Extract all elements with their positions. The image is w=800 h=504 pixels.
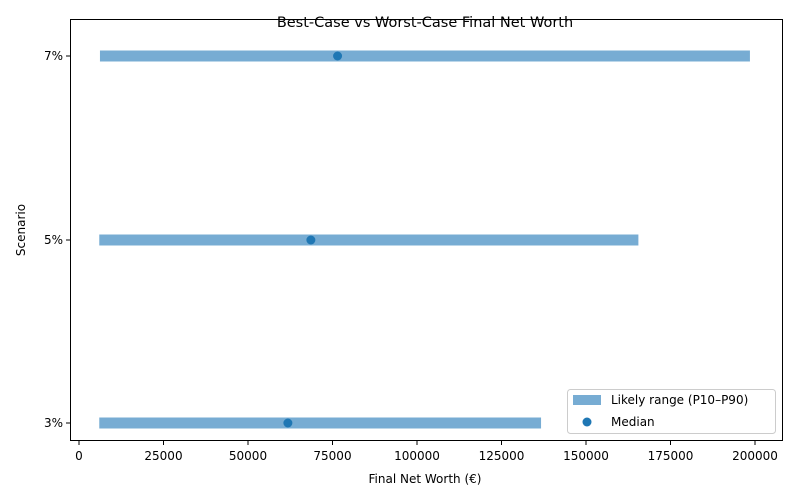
x-tick-label: 100000 [394,449,440,463]
range-bar-3pct [99,417,542,429]
x-tick-label: 25000 [144,449,182,463]
y-tick-label: 5% [44,233,63,247]
range-bar-5pct [99,234,639,246]
legend-range-label: Likely range (P10–P90) [611,393,748,407]
plot-frame [70,19,783,441]
median-point-7pct [333,51,343,61]
x-tick-label: 150000 [563,449,609,463]
x-axis-ticks: 0 25000 50000 75000 100000 125000 150000 175000… [75,441,778,463]
y-axis-ticks: 3% 5% 7% [44,49,70,430]
y-tick-label: 3% [44,416,63,430]
median-markers [283,51,343,428]
x-tick-label: 75000 [313,449,351,463]
x-tick-label: 50000 [229,449,267,463]
chart-title: Best-Case vs Worst-Case Final Net Worth [277,15,573,31]
y-axis-label: Scenario [14,204,28,256]
range-bar-7pct [99,50,750,62]
range-bars [99,50,750,429]
x-tick-label: 0 [75,449,83,463]
x-tick-label: 200000 [732,449,778,463]
legend-range-swatch [573,395,601,405]
y-tick-label: 7% [44,49,63,63]
legend: Likely range (P10–P90) Median [567,389,776,434]
median-point-5pct [306,235,316,245]
median-point-3pct [283,418,293,428]
legend-median-label: Median [611,415,655,429]
x-tick-label: 125000 [479,449,525,463]
x-tick-label: 175000 [648,449,694,463]
legend-frame [567,389,776,434]
legend-median-marker [582,417,592,427]
x-axis-label: Final Net Worth (€) [369,472,482,486]
